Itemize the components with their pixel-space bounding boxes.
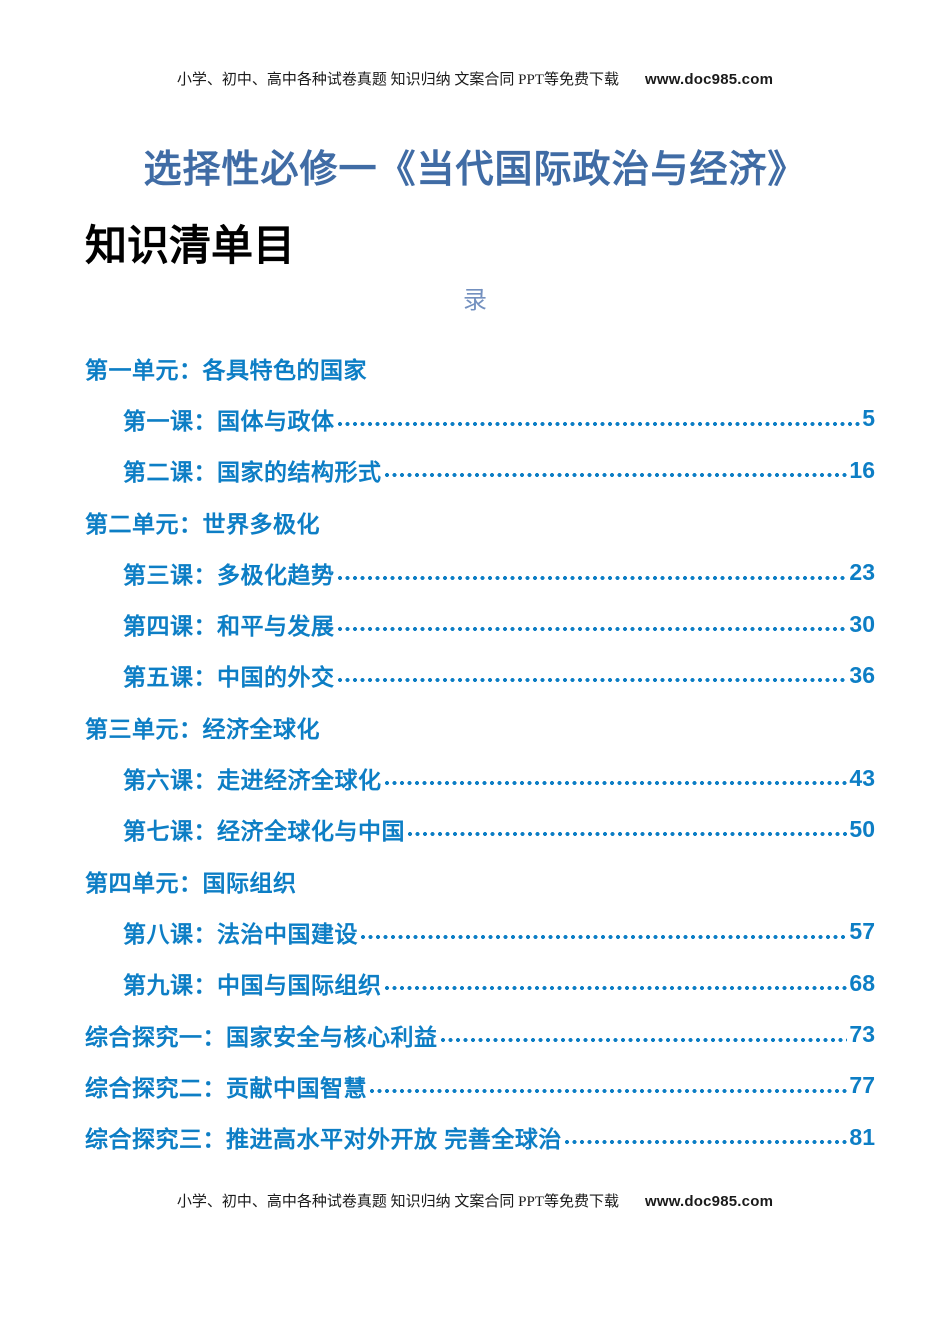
toc-entry[interactable]: 第五课：中国的外交 36: [85, 650, 875, 701]
toc-page-number: 57: [849, 918, 875, 945]
toc-entry-label: 第三课：多极化趋势: [123, 561, 335, 588]
footer-promo-text: 小学、初中、高中各种试卷真题 知识归纳 文案合同 PPT等免费下载: [176, 1194, 619, 1210]
toc-entry[interactable]: 第七课：经济全球化与中国 50: [85, 804, 875, 855]
toc-dot-leader: [360, 933, 848, 944]
toc-entry[interactable]: 综合探究三：推进高水平对外开放 完善全球治 81: [85, 1111, 875, 1162]
toc-dot-leader: [383, 472, 848, 483]
toc-page-number: 43: [849, 764, 875, 791]
toc-entry-label: 综合探究三：推进高水平对外开放 完善全球治: [85, 1126, 562, 1153]
toc-entry[interactable]: 第三课：多极化趋势 23: [85, 547, 875, 598]
toc-page-number: 5: [862, 405, 875, 432]
toc-entry[interactable]: 第三单元：经济全球化: [85, 701, 875, 752]
document-title: 选择性必修一《当代国际政治与经济》: [143, 149, 807, 191]
toc-entry-label: 第一单元：各具特色的国家: [85, 356, 367, 383]
toc-heading: 知识清单目: [85, 222, 296, 269]
toc-dot-leader: [336, 574, 848, 585]
toc-entry[interactable]: 第二单元：世界多极化: [85, 496, 875, 547]
header-promo-text: 小学、初中、高中各种试卷真题 知识归纳 文案合同 PPT等免费下载: [176, 72, 619, 88]
table-of-contents: 第一单元：各具特色的国家 第一课：国体与政体 5 第二课：国家的结构形式 16 第二单元：…: [85, 342, 875, 1163]
toc-entry-label: 第五课：中国的外交: [123, 664, 335, 691]
header-site-url: www.doc985.com: [644, 71, 774, 88]
toc-entry-label: 第四课：和平与发展: [123, 613, 335, 640]
toc-dot-leader: [336, 626, 848, 637]
toc-page-number: 73: [849, 1021, 875, 1047]
toc-page-number: 50: [849, 815, 875, 842]
toc-entry-label: 第七课：经济全球化与中国: [123, 818, 405, 845]
toc-entry-label: 综合探究二：贡献中国智慧: [85, 1074, 367, 1101]
toc-dot-leader: [383, 780, 848, 791]
toc-heading-tail: 录: [463, 287, 487, 314]
toc-page-number: 77: [849, 1072, 875, 1099]
toc-entry[interactable]: 综合探究一：国家安全与核心利益 73: [85, 1009, 875, 1060]
toc-entry-label: 第八课：法治中国建设: [123, 920, 358, 947]
toc-entry[interactable]: 第九课：中国与国际组织 68: [85, 958, 875, 1009]
page-footer: 小学、初中、高中各种试卷真题 知识归纳 文案合同 PPT等免费下载 www.doc…: [0, 1190, 950, 1211]
toc-entry[interactable]: 第四单元：国际组织: [85, 855, 875, 906]
toc-entry[interactable]: 第六课：走进经济全球化 43: [85, 752, 875, 803]
toc-entry-label: 第九课：中国与国际组织: [123, 972, 382, 999]
toc-page-number: 23: [849, 559, 875, 586]
toc-page-number: 68: [849, 969, 875, 996]
footer-site-url: www.doc985.com: [644, 1193, 774, 1210]
toc-page-number: 16: [849, 456, 875, 483]
toc-entry[interactable]: 第四课：和平与发展 30: [85, 598, 875, 649]
toc-dot-leader: [336, 420, 861, 431]
toc-entry-label: 第三单元：经济全球化: [85, 715, 320, 742]
toc-dot-leader: [439, 1036, 848, 1047]
toc-entry-label: 第二课：国家的结构形式: [123, 459, 382, 486]
toc-dot-leader: [383, 985, 848, 996]
toc-entry[interactable]: 第八课：法治中国建设 57: [85, 906, 875, 957]
toc-page-number: 81: [849, 1123, 875, 1150]
toc-dot-leader: [407, 831, 848, 842]
toc-page-number: 36: [849, 661, 875, 688]
toc-entry[interactable]: 第一单元：各具特色的国家: [85, 342, 875, 393]
toc-entry[interactable]: 综合探究二：贡献中国智慧 77: [85, 1060, 875, 1111]
toc-entry[interactable]: 第一课：国体与政体 5: [85, 393, 875, 444]
toc-entry-label: 第六课：走进经济全球化: [123, 767, 382, 794]
toc-entry-label: 第一课：国体与政体: [123, 407, 335, 434]
toc-page-number: 30: [849, 610, 875, 637]
toc-entry-label: 第二单元：世界多极化: [85, 510, 320, 537]
toc-dot-leader: [369, 1087, 848, 1098]
toc-dot-leader: [563, 1139, 848, 1150]
page-header: 小学、初中、高中各种试卷真题 知识归纳 文案合同 PPT等免费下载 www.doc…: [0, 68, 950, 89]
toc-entry[interactable]: 第二课：国家的结构形式 16: [85, 445, 875, 496]
toc-dot-leader: [336, 677, 848, 688]
toc-entry-label: 综合探究一：国家安全与核心利益: [85, 1023, 438, 1050]
toc-entry-label: 第四单元：国际组织: [85, 869, 297, 896]
